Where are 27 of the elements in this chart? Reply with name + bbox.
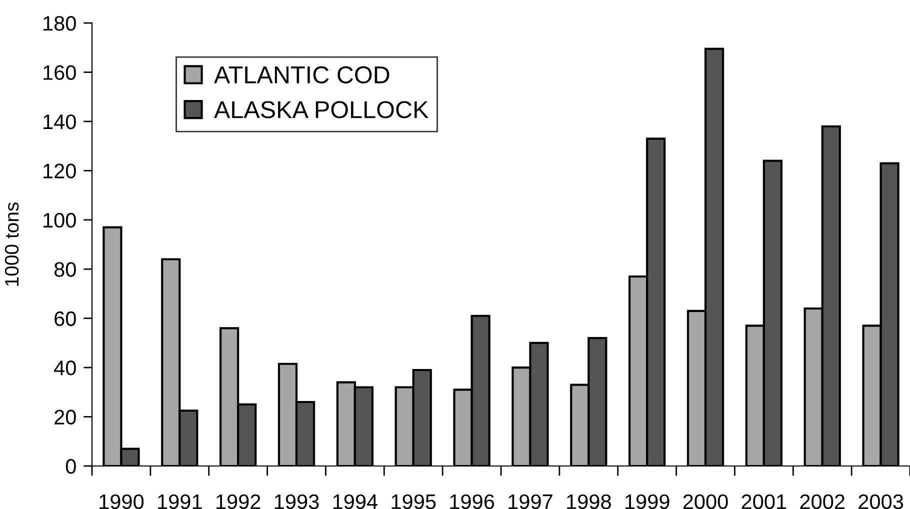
legend-label: ALASKA POLLOCK [214, 101, 428, 118]
y-tick-label: 40 [54, 360, 76, 376]
x-tick-label: 1990 [100, 494, 144, 509]
x-tick-label: 1993 [274, 494, 319, 509]
x-tick-label: 2002 [800, 494, 844, 509]
y-tick-label: 180 [44, 16, 76, 31]
y-tick-label: 60 [54, 311, 76, 326]
x-tick-label: 2001 [742, 494, 786, 509]
x-tick-label: 1992 [216, 494, 260, 509]
y-tick-label: 20 [54, 410, 76, 425]
x-tick-label: 1998 [567, 494, 611, 509]
y-tick-label: 120 [44, 164, 76, 178]
y-axis-title: 1000 tons [4, 202, 19, 286]
x-tick-label: 1996 [450, 494, 494, 509]
y-tick-label: 160 [44, 65, 76, 80]
y-tick-label: 100 [44, 212, 76, 228]
y-tick-label: 80 [54, 262, 76, 277]
x-tick-label: 1997 [508, 494, 552, 509]
x-tick-label: 1994 [333, 494, 378, 509]
x-tick-label: 2003 [858, 494, 904, 509]
y-tick-label: 140 [44, 114, 76, 130]
y-tick-label: 0 [66, 459, 76, 474]
legend-label: ATLANTIC COD [214, 66, 390, 84]
x-tick-label: 2000 [683, 494, 728, 509]
x-tick-label: 1995 [392, 494, 436, 509]
x-tick-label: 1999 [625, 494, 670, 509]
x-tick-label: 1991 [158, 494, 202, 509]
